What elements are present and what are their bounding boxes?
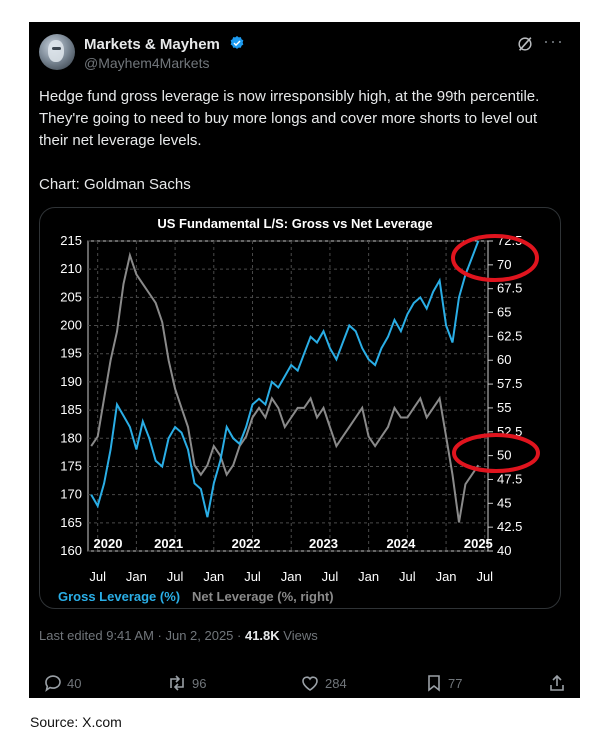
reply-count: 40	[67, 675, 82, 691]
right-tick-label: 55	[497, 400, 511, 415]
right-tick-label: 62.5	[497, 328, 522, 343]
left-tick-label: 200	[60, 318, 82, 333]
right-tick-label: 40	[497, 543, 511, 558]
share-icon	[550, 674, 564, 691]
view-count: 41.8K	[244, 628, 280, 643]
left-tick-label: 185	[60, 402, 82, 417]
leverage-chart: US Fundamental L/S: Gross vs Net Leverag…	[58, 216, 540, 604]
right-tick-label: 60	[497, 352, 511, 367]
verified-badge-icon	[230, 36, 244, 49]
month-tick-label: Jul	[89, 569, 106, 584]
avatar-visor-graphic	[52, 47, 61, 50]
bookmark-icon	[428, 675, 440, 692]
legend-gross: Gross Leverage (%)	[58, 589, 180, 604]
avatar-face-graphic	[48, 40, 64, 62]
month-tick-label: Jul	[322, 569, 339, 584]
month-tick-label: Jul	[476, 569, 493, 584]
like-icon	[302, 676, 318, 691]
left-tick-label: 215	[60, 233, 82, 248]
right-tick-label: 50	[497, 448, 511, 463]
views-label: Views	[279, 628, 318, 643]
tweet-text: Hedge fund gross leverage is now irrespo…	[39, 88, 540, 193]
tweet-meta: Last edited 9:41 AM · Jun 2, 2025 · 41.8…	[39, 628, 318, 643]
right-tick-label: 67.5	[497, 281, 522, 296]
chart-title: US Fundamental L/S: Gross vs Net Leverag…	[157, 216, 432, 231]
year-label: 2025	[464, 536, 493, 551]
right-axis: 72.57067.56562.56057.55552.55047.54542.5…	[488, 233, 522, 558]
action-bar: 40 96 284 77	[39, 672, 569, 694]
month-tick-label: Jan	[281, 569, 302, 584]
year-label: 2023	[309, 536, 338, 551]
left-tick-label: 160	[60, 543, 82, 558]
annotation-circle-top	[451, 234, 539, 282]
like-count: 284	[325, 675, 347, 691]
right-tick-label: 45	[497, 495, 511, 510]
more-icon[interactable]: ···	[543, 31, 564, 51]
right-tick-label: 70	[497, 257, 511, 272]
right-tick-label: 65	[497, 305, 511, 320]
gross-leverage-line	[90, 240, 480, 518]
month-tick-label: Jan	[126, 569, 147, 584]
month-tick-label: Jan	[436, 569, 457, 584]
month-ticks: Jul Jan Jul Jan Jul Jan Jul Jan Jul Jan Jul	[89, 569, 493, 584]
left-tick-label: 175	[60, 458, 82, 473]
left-tick-label: 180	[60, 430, 82, 445]
year-label: 2020	[94, 536, 123, 551]
month-tick-label: Jan	[203, 569, 224, 584]
repost-count: 96	[192, 675, 207, 691]
source-caption: Source: X.com	[30, 714, 122, 730]
right-tick-label: 42.5	[497, 519, 522, 534]
reply-button[interactable]: 40	[43, 672, 81, 694]
left-tick-label: 210	[60, 261, 82, 276]
edited-timestamp[interactable]: Last edited 9:41 AM · Jun 2, 2025 ·	[39, 628, 245, 643]
year-labels: 2020 2021 2022 2023 2024 2025	[94, 536, 493, 551]
month-tick-label: Jan	[358, 569, 379, 584]
left-tick-label: 195	[60, 346, 82, 361]
annotation-circle-bottom	[452, 433, 540, 473]
month-tick-label: Jul	[167, 569, 184, 584]
grid-lines	[88, 240, 488, 552]
chart-image[interactable]: US Fundamental L/S: Gross vs Net Leverag…	[39, 207, 561, 609]
plot-frame	[87, 240, 489, 552]
repost-icon	[170, 675, 184, 691]
net-leverage-line	[90, 251, 480, 523]
left-axis: 215 210 205 200 195 190 185 180 175 170 165 160	[60, 233, 82, 558]
like-button[interactable]: 284	[299, 672, 347, 694]
author-name[interactable]: Markets & Mayhem	[84, 36, 220, 53]
month-tick-label: Jul	[399, 569, 416, 584]
left-tick-label: 165	[60, 515, 82, 530]
left-tick-label: 170	[60, 487, 82, 502]
right-tick-label: 47.5	[497, 471, 522, 486]
bookmark-button[interactable]: 77	[424, 672, 462, 694]
year-label: 2022	[232, 536, 261, 551]
year-label: 2021	[154, 536, 183, 551]
grok-icon[interactable]	[516, 35, 534, 53]
year-label: 2024	[386, 536, 416, 551]
reply-icon	[45, 675, 61, 692]
repost-button[interactable]: 96	[166, 672, 206, 694]
left-tick-label: 205	[60, 289, 82, 304]
tweet-card: Markets & Mayhem @Mayhem4Markets ··· Hed…	[29, 22, 580, 698]
author-handle[interactable]: @Mayhem4Markets	[84, 55, 210, 71]
share-button[interactable]	[547, 672, 571, 694]
left-tick-label: 190	[60, 374, 82, 389]
legend-net: Net Leverage (%, right)	[192, 589, 334, 604]
avatar[interactable]	[39, 34, 75, 70]
bookmark-count: 77	[448, 675, 463, 691]
month-tick-label: Jul	[244, 569, 261, 584]
right-tick-label: 57.5	[497, 376, 522, 391]
